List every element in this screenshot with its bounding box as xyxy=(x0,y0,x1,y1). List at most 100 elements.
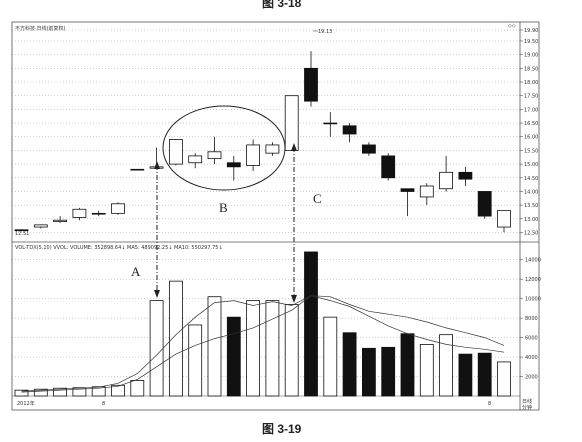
candle-body xyxy=(439,171,454,190)
volume-tick-label: 4000 xyxy=(525,355,538,361)
candlestick xyxy=(400,188,415,217)
candlestick xyxy=(111,202,125,215)
volume-bar xyxy=(14,389,29,397)
candle-body xyxy=(53,219,67,222)
candle-body xyxy=(207,151,222,160)
candle-body xyxy=(14,229,29,231)
low-price-label: 12.51 xyxy=(15,231,29,237)
candlestick xyxy=(91,210,106,217)
moving-average-lines xyxy=(21,295,505,393)
candlesticks xyxy=(14,51,511,233)
volume-bars xyxy=(14,251,511,397)
volume-tick-label: 2000 xyxy=(525,375,538,381)
period-label-day: 日线 xyxy=(522,398,532,405)
volume-axis-ticks: 14000 12000 10000 8000 6000 4000 2000 xyxy=(520,258,541,381)
volume-bar xyxy=(400,333,415,397)
price-tick-label: 14.00 xyxy=(524,189,538,195)
volume-bar xyxy=(91,386,106,397)
candlestick xyxy=(14,229,29,232)
price-gridlines xyxy=(12,29,520,233)
candle-body xyxy=(381,155,396,179)
volume-bar xyxy=(53,387,67,397)
volume-bar xyxy=(265,300,280,397)
price-tick-label: 19.50 xyxy=(524,39,538,45)
candle-body xyxy=(33,224,48,228)
price-tick-label: 17.00 xyxy=(524,107,538,113)
candle-body xyxy=(477,191,492,217)
candlestick xyxy=(439,155,454,192)
figure-caption: 图 3-19 xyxy=(262,422,302,436)
volume-bar xyxy=(342,332,357,397)
candlestick xyxy=(304,51,318,107)
candle-body xyxy=(265,144,280,154)
volume-tick-label: 14000 xyxy=(525,258,541,264)
candlestick xyxy=(284,95,299,151)
volume-bar xyxy=(168,280,183,397)
candle-body xyxy=(497,210,511,228)
volume-bar xyxy=(361,347,376,397)
volume-bar xyxy=(439,334,454,397)
volume-bar xyxy=(419,344,434,397)
price-tick-label: 13.00 xyxy=(524,217,538,223)
candlestick xyxy=(342,123,357,143)
consolidation-ellipse xyxy=(162,105,286,191)
candle-body xyxy=(111,203,125,214)
candlestick xyxy=(33,224,48,229)
volume-legend: VOL-TDX(5,10) VVOL: VOLUME: 352898.64↓ M… xyxy=(15,245,223,251)
volume-bar xyxy=(111,384,125,397)
volume-bar xyxy=(246,300,261,397)
arrow-a xyxy=(154,161,160,298)
candle-body xyxy=(304,67,318,102)
price-tick-label: 13.50 xyxy=(524,203,538,209)
price-tick-label: 12.50 xyxy=(524,231,538,237)
x-label-month-1: 8 xyxy=(102,401,105,407)
candlestick xyxy=(72,207,87,221)
candlestick xyxy=(497,210,511,233)
annotation-c: C xyxy=(313,191,322,206)
price-tick-label: 15.50 xyxy=(524,148,538,154)
candlestick xyxy=(188,153,203,169)
candle-body xyxy=(400,188,415,192)
volume-bar xyxy=(304,251,318,397)
volume-bar xyxy=(33,388,48,397)
volume-bar xyxy=(130,380,145,397)
candlestick xyxy=(477,191,492,219)
volume-bar xyxy=(188,324,203,397)
x-label-month-2: 8 xyxy=(488,401,491,407)
candle-body xyxy=(188,155,203,164)
price-tick-label: 19.00 xyxy=(524,53,538,59)
annotation-b: B xyxy=(219,200,228,215)
price-tick-label: 17.50 xyxy=(524,94,538,100)
candlestick xyxy=(419,183,434,206)
candlestick xyxy=(130,168,145,171)
candle-body xyxy=(130,168,145,171)
candle-body xyxy=(72,208,87,218)
arrow-c xyxy=(291,143,297,303)
candle-body xyxy=(342,125,357,135)
ma5-line xyxy=(21,295,505,392)
candle-body xyxy=(323,122,338,125)
volume-bar xyxy=(477,352,492,397)
price-axis-ticks: 19.90 19.50 19.00 18.50 18.00 17.50 17.00 16.50… xyxy=(520,28,538,237)
candlestick xyxy=(323,112,338,137)
candle-body xyxy=(246,144,261,166)
annotation-a: A xyxy=(131,264,141,279)
volume-bar xyxy=(497,361,511,397)
price-legend: 不方科技·日线(前复权) xyxy=(15,25,66,32)
volume-bar xyxy=(284,304,299,397)
candlestick xyxy=(381,153,396,181)
volume-tick-label: 8000 xyxy=(525,316,538,322)
candlestick xyxy=(458,166,473,186)
candle-body xyxy=(419,185,434,198)
corner-mark: ◇◇ xyxy=(508,23,516,29)
x-label-year: 2012年 xyxy=(17,400,35,407)
candle-body xyxy=(458,171,473,180)
volume-bar xyxy=(458,353,473,397)
volume-bar xyxy=(226,316,241,397)
candlestick xyxy=(168,139,183,166)
price-tick-label: 16.50 xyxy=(524,121,538,127)
volume-tick-label: 6000 xyxy=(525,336,538,342)
high-price-label: 19.13 xyxy=(318,29,332,35)
candle-body xyxy=(168,139,183,165)
